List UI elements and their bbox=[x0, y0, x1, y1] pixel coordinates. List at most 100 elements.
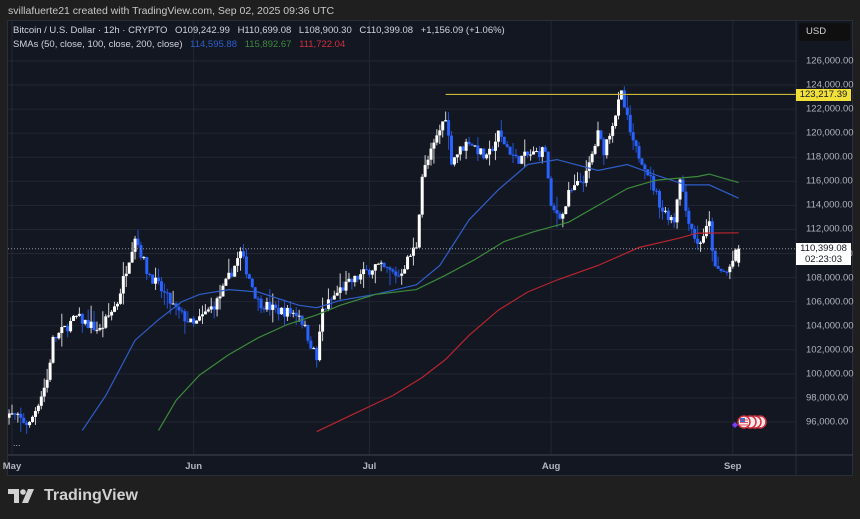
candle-body bbox=[508, 146, 512, 155]
candle-body bbox=[464, 141, 468, 151]
candle-body bbox=[687, 210, 691, 224]
candle-body bbox=[584, 170, 588, 183]
candle-body bbox=[347, 278, 351, 282]
candle-body bbox=[587, 162, 591, 171]
price-tick-label: 106,000.00 bbox=[806, 296, 854, 308]
candle-body bbox=[215, 298, 219, 310]
candle-body bbox=[268, 301, 272, 310]
candle-body bbox=[719, 268, 723, 271]
candle-body bbox=[48, 362, 52, 380]
candle-body bbox=[658, 191, 662, 208]
candle-body bbox=[45, 379, 49, 388]
candle-body bbox=[362, 269, 366, 275]
candle-body bbox=[309, 340, 313, 349]
sma200-value: 111,722.04 bbox=[299, 39, 346, 50]
price-change: +1,156.09 (+1.06%) bbox=[420, 25, 505, 36]
candle-body bbox=[57, 333, 61, 339]
candle-body bbox=[564, 206, 568, 215]
symbol-legend: Bitcoin / U.S. Dollar · 12h · CRYPTO O10… bbox=[13, 25, 510, 36]
candle-body bbox=[570, 190, 574, 192]
candle-body bbox=[335, 292, 339, 296]
candle-body bbox=[98, 327, 102, 330]
candle-body bbox=[113, 306, 117, 312]
candle-body bbox=[391, 269, 395, 272]
price-tick-label: 126,000.00 bbox=[806, 55, 854, 67]
candle-body bbox=[33, 411, 37, 417]
candle-body bbox=[367, 269, 371, 275]
candle-body bbox=[192, 318, 196, 324]
candle-body bbox=[139, 245, 143, 258]
candle-body bbox=[341, 287, 345, 291]
candle-body bbox=[157, 277, 160, 282]
candle-body bbox=[631, 132, 635, 141]
candle-body bbox=[200, 314, 204, 317]
candle-body bbox=[649, 175, 653, 177]
ohlc-close: C110,399.08 bbox=[359, 25, 414, 36]
candle-body bbox=[10, 413, 14, 415]
candle-body bbox=[230, 272, 234, 277]
candle-body bbox=[611, 126, 615, 136]
candle-body bbox=[195, 320, 199, 324]
sma50-value: 114,595.88 bbox=[190, 39, 237, 50]
sma-title[interactable]: SMAs (50, close, 100, close, 200, close) bbox=[13, 39, 183, 50]
price-tick-label: 120,000.00 bbox=[806, 127, 854, 139]
candle-body bbox=[441, 121, 445, 131]
candle-body bbox=[189, 318, 193, 323]
candle-body bbox=[728, 266, 732, 273]
candle-body bbox=[250, 278, 254, 288]
candle-body bbox=[517, 156, 521, 164]
candle-body bbox=[274, 304, 278, 309]
candle-body bbox=[444, 120, 448, 122]
candle-body bbox=[63, 325, 67, 328]
candle-body bbox=[590, 153, 594, 163]
candle-body bbox=[420, 176, 424, 215]
candle-body bbox=[578, 181, 582, 183]
candle-body bbox=[423, 165, 427, 177]
candle-body bbox=[130, 251, 134, 263]
candle-body bbox=[31, 416, 35, 422]
price-tick-label: 124,000.00 bbox=[806, 79, 854, 91]
candle-body bbox=[303, 324, 307, 326]
candle-body bbox=[148, 273, 152, 275]
candle-body bbox=[417, 214, 421, 248]
candle-body bbox=[315, 348, 319, 361]
candle-body bbox=[145, 257, 149, 274]
candle-body bbox=[353, 275, 357, 283]
candle-body bbox=[224, 278, 228, 286]
candle-body bbox=[159, 281, 163, 292]
more-options-dots[interactable]: ... bbox=[13, 438, 21, 448]
sma200-line bbox=[316, 232, 739, 433]
tradingview-logo-icon bbox=[8, 489, 34, 503]
candle-body bbox=[177, 306, 181, 311]
candle-body bbox=[450, 135, 453, 165]
candle-body bbox=[294, 312, 298, 316]
candle-body bbox=[725, 271, 729, 273]
candle-body bbox=[318, 331, 322, 361]
candle-body bbox=[306, 324, 310, 341]
candle-body bbox=[16, 413, 20, 415]
candle-body bbox=[54, 336, 58, 339]
time-tick-label: Aug bbox=[541, 461, 561, 472]
candle-body bbox=[256, 298, 260, 300]
candle-body bbox=[543, 147, 547, 152]
candle-body bbox=[432, 142, 436, 149]
currency-button[interactable]: USD bbox=[799, 23, 850, 41]
candle-body bbox=[376, 263, 380, 265]
candle-body bbox=[36, 405, 40, 412]
candle-body bbox=[581, 182, 585, 184]
candle-body bbox=[532, 151, 536, 155]
sma-lines bbox=[81, 158, 739, 433]
candle-body bbox=[511, 154, 515, 156]
candle-body bbox=[435, 135, 439, 143]
symbol-name[interactable]: Bitcoin / U.S. Dollar · 12h · CRYPTO bbox=[13, 25, 168, 36]
horizontal-line-label: 123,217.39 bbox=[796, 89, 851, 101]
candle-body bbox=[397, 275, 401, 277]
ohlc-open: O109,242.99 bbox=[174, 25, 230, 36]
candle-body bbox=[540, 147, 544, 157]
candle-body bbox=[51, 336, 55, 363]
candle-body bbox=[379, 262, 383, 264]
candle-body bbox=[406, 256, 410, 270]
candle-body bbox=[77, 313, 81, 316]
price-tick-label: 104,000.00 bbox=[806, 320, 854, 332]
